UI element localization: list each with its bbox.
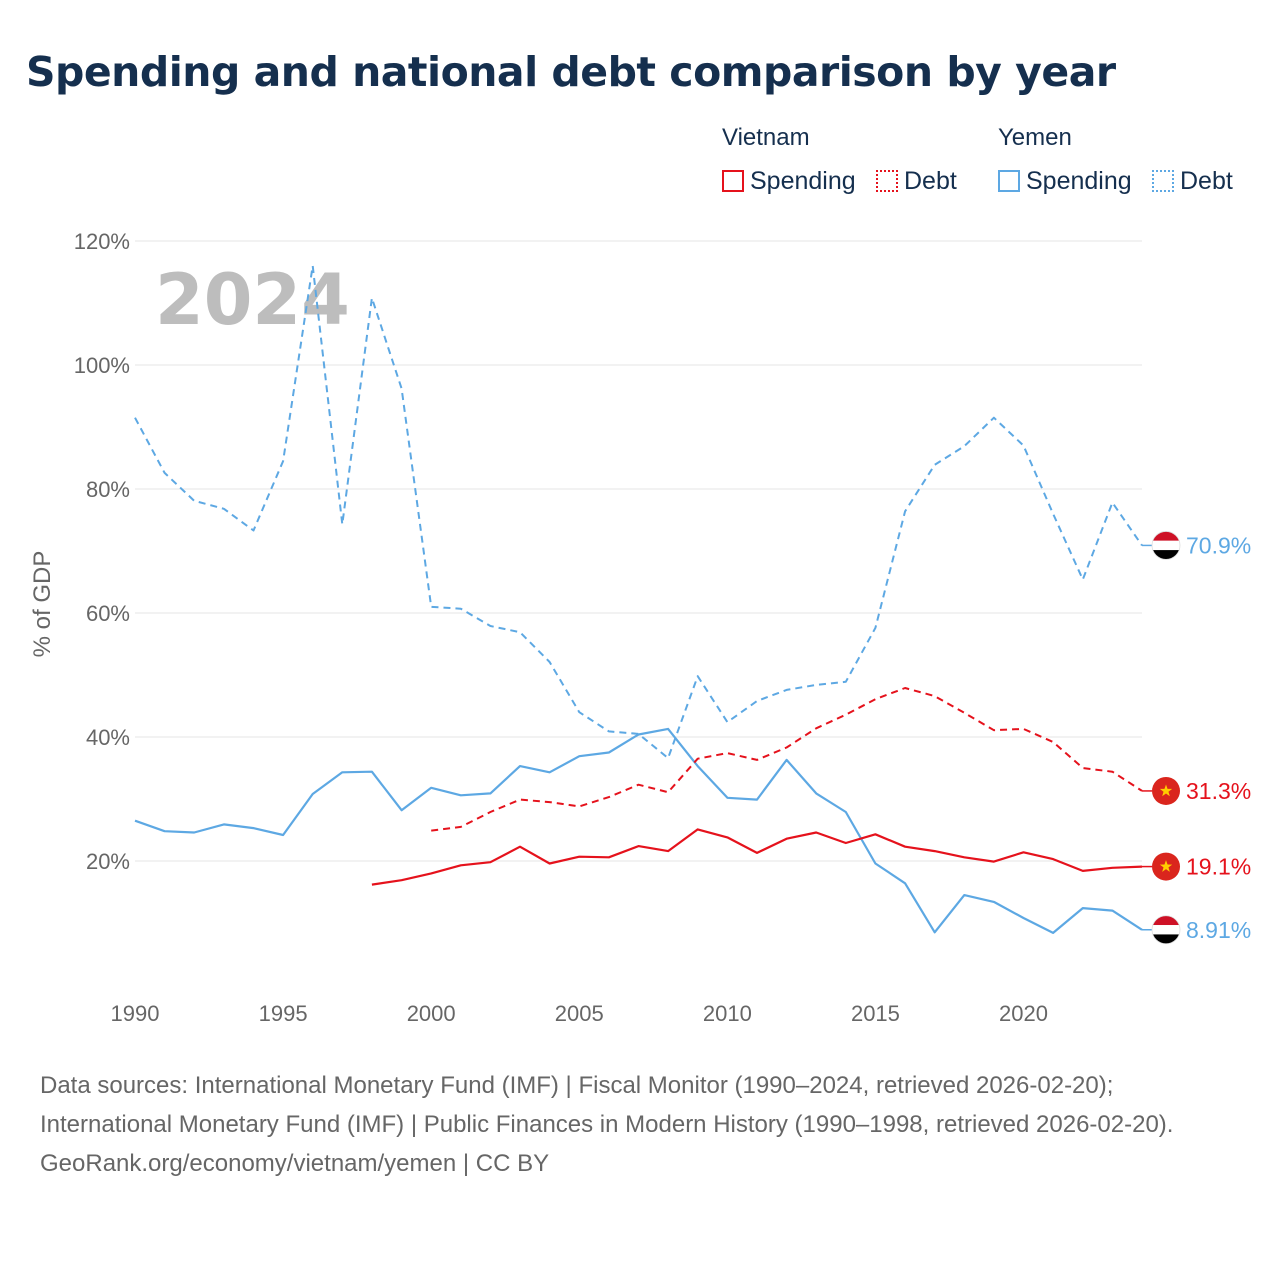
footer: Data sources: International Monetary Fun… (40, 1066, 1240, 1183)
flag-outline (1151, 531, 1181, 560)
legend-title-vietnam: Vietnam (722, 124, 810, 151)
year-watermark: 2024 (155, 259, 350, 341)
legend-label-vietnam-spending: Spending (750, 166, 856, 195)
gridlines (135, 240, 1142, 862)
flag-stripe (1152, 915, 1180, 926)
legend-label-vietnam-debt: Debt (904, 166, 957, 195)
vietnam-flag-icon (1152, 776, 1180, 805)
legend-item-vietnam-debt[interactable]: Debt (876, 166, 957, 196)
end-value-label: 31.3% (1186, 778, 1251, 804)
yemen-flag-icon (1151, 531, 1181, 560)
series-line-vietnam-debt[interactable] (431, 687, 1143, 832)
flag-stripe (1152, 925, 1180, 935)
legend-item-yemen-debt[interactable]: Debt (1152, 166, 1233, 196)
data-sources: Data sources: International Monetary Fun… (40, 1072, 1174, 1138)
flag-outline (1151, 915, 1181, 945)
y-tick-label: 80% (86, 477, 130, 502)
legend-item-yemen-spending[interactable]: Spending (998, 166, 1132, 196)
end-value-label: 19.1% (1186, 854, 1251, 880)
chart-title: Spending and national debt comparison by… (26, 48, 1116, 96)
legend-swatch-solid-icon (998, 170, 1020, 192)
yemen-flag-icon (1151, 915, 1181, 945)
flag-stripe (1152, 550, 1180, 560)
x-tick-label: 2000 (407, 1001, 456, 1026)
legend-swatch-dotted-icon (1152, 170, 1174, 192)
y-axis-ticks: 20% 40% 60% 80% 100% 120% (74, 229, 130, 874)
x-axis-ticks: 1990 1995 2000 2005 2010 2015 2020 (111, 1001, 1048, 1026)
star-icon (1159, 784, 1173, 797)
series-line-vietnam-spending[interactable] (371, 828, 1143, 886)
flag-stripe (1152, 531, 1180, 541)
y-tick-label: 40% (86, 725, 130, 750)
flag-stripe (1152, 934, 1180, 944)
x-tick-label: 2015 (851, 1001, 900, 1026)
legend-label-yemen-spending: Spending (1026, 166, 1132, 195)
y-tick-label: 100% (74, 353, 130, 378)
x-tick-label: 1990 (111, 1001, 160, 1026)
vietnam-flag-icon (1152, 852, 1180, 881)
series-line-yemen-spending[interactable] (134, 727, 1143, 934)
legend-swatch-dotted-icon (876, 170, 898, 192)
line-chart: 2024 % of GDP 20%40%60%80%100%120% 1990 1… (29, 229, 1251, 1026)
x-tick-label: 2020 (999, 1001, 1048, 1026)
series-lines (134, 264, 1143, 934)
y-axis-label: % of GDP (29, 551, 56, 658)
legend-item-vietnam-spending[interactable]: Spending (722, 166, 856, 196)
legend-title-yemen: Yemen (998, 124, 1072, 151)
x-tick-label: 1995 (259, 1001, 308, 1026)
y-tick-label: 20% (86, 849, 130, 874)
legend-label-yemen-debt: Debt (1180, 166, 1233, 195)
end-markers: 70.9% 31.3% 19.1% 8.91% (1142, 531, 1251, 945)
end-value-label: 8.91% (1186, 917, 1251, 943)
end-value-label: 70.9% (1186, 532, 1251, 558)
x-tick-label: 2005 (555, 1001, 604, 1026)
y-tick-label: 60% (86, 601, 130, 626)
flag-stripe (1152, 540, 1180, 551)
y-tick-label: 120% (74, 229, 130, 254)
star-icon (1159, 860, 1173, 872)
legend-swatch-solid-icon (722, 170, 744, 192)
credit-line: GeoRank.org/economy/vietnam/yemen | CC B… (40, 1150, 550, 1177)
x-tick-label: 2010 (703, 1001, 752, 1026)
series-line-yemen-debt[interactable] (134, 264, 1143, 760)
